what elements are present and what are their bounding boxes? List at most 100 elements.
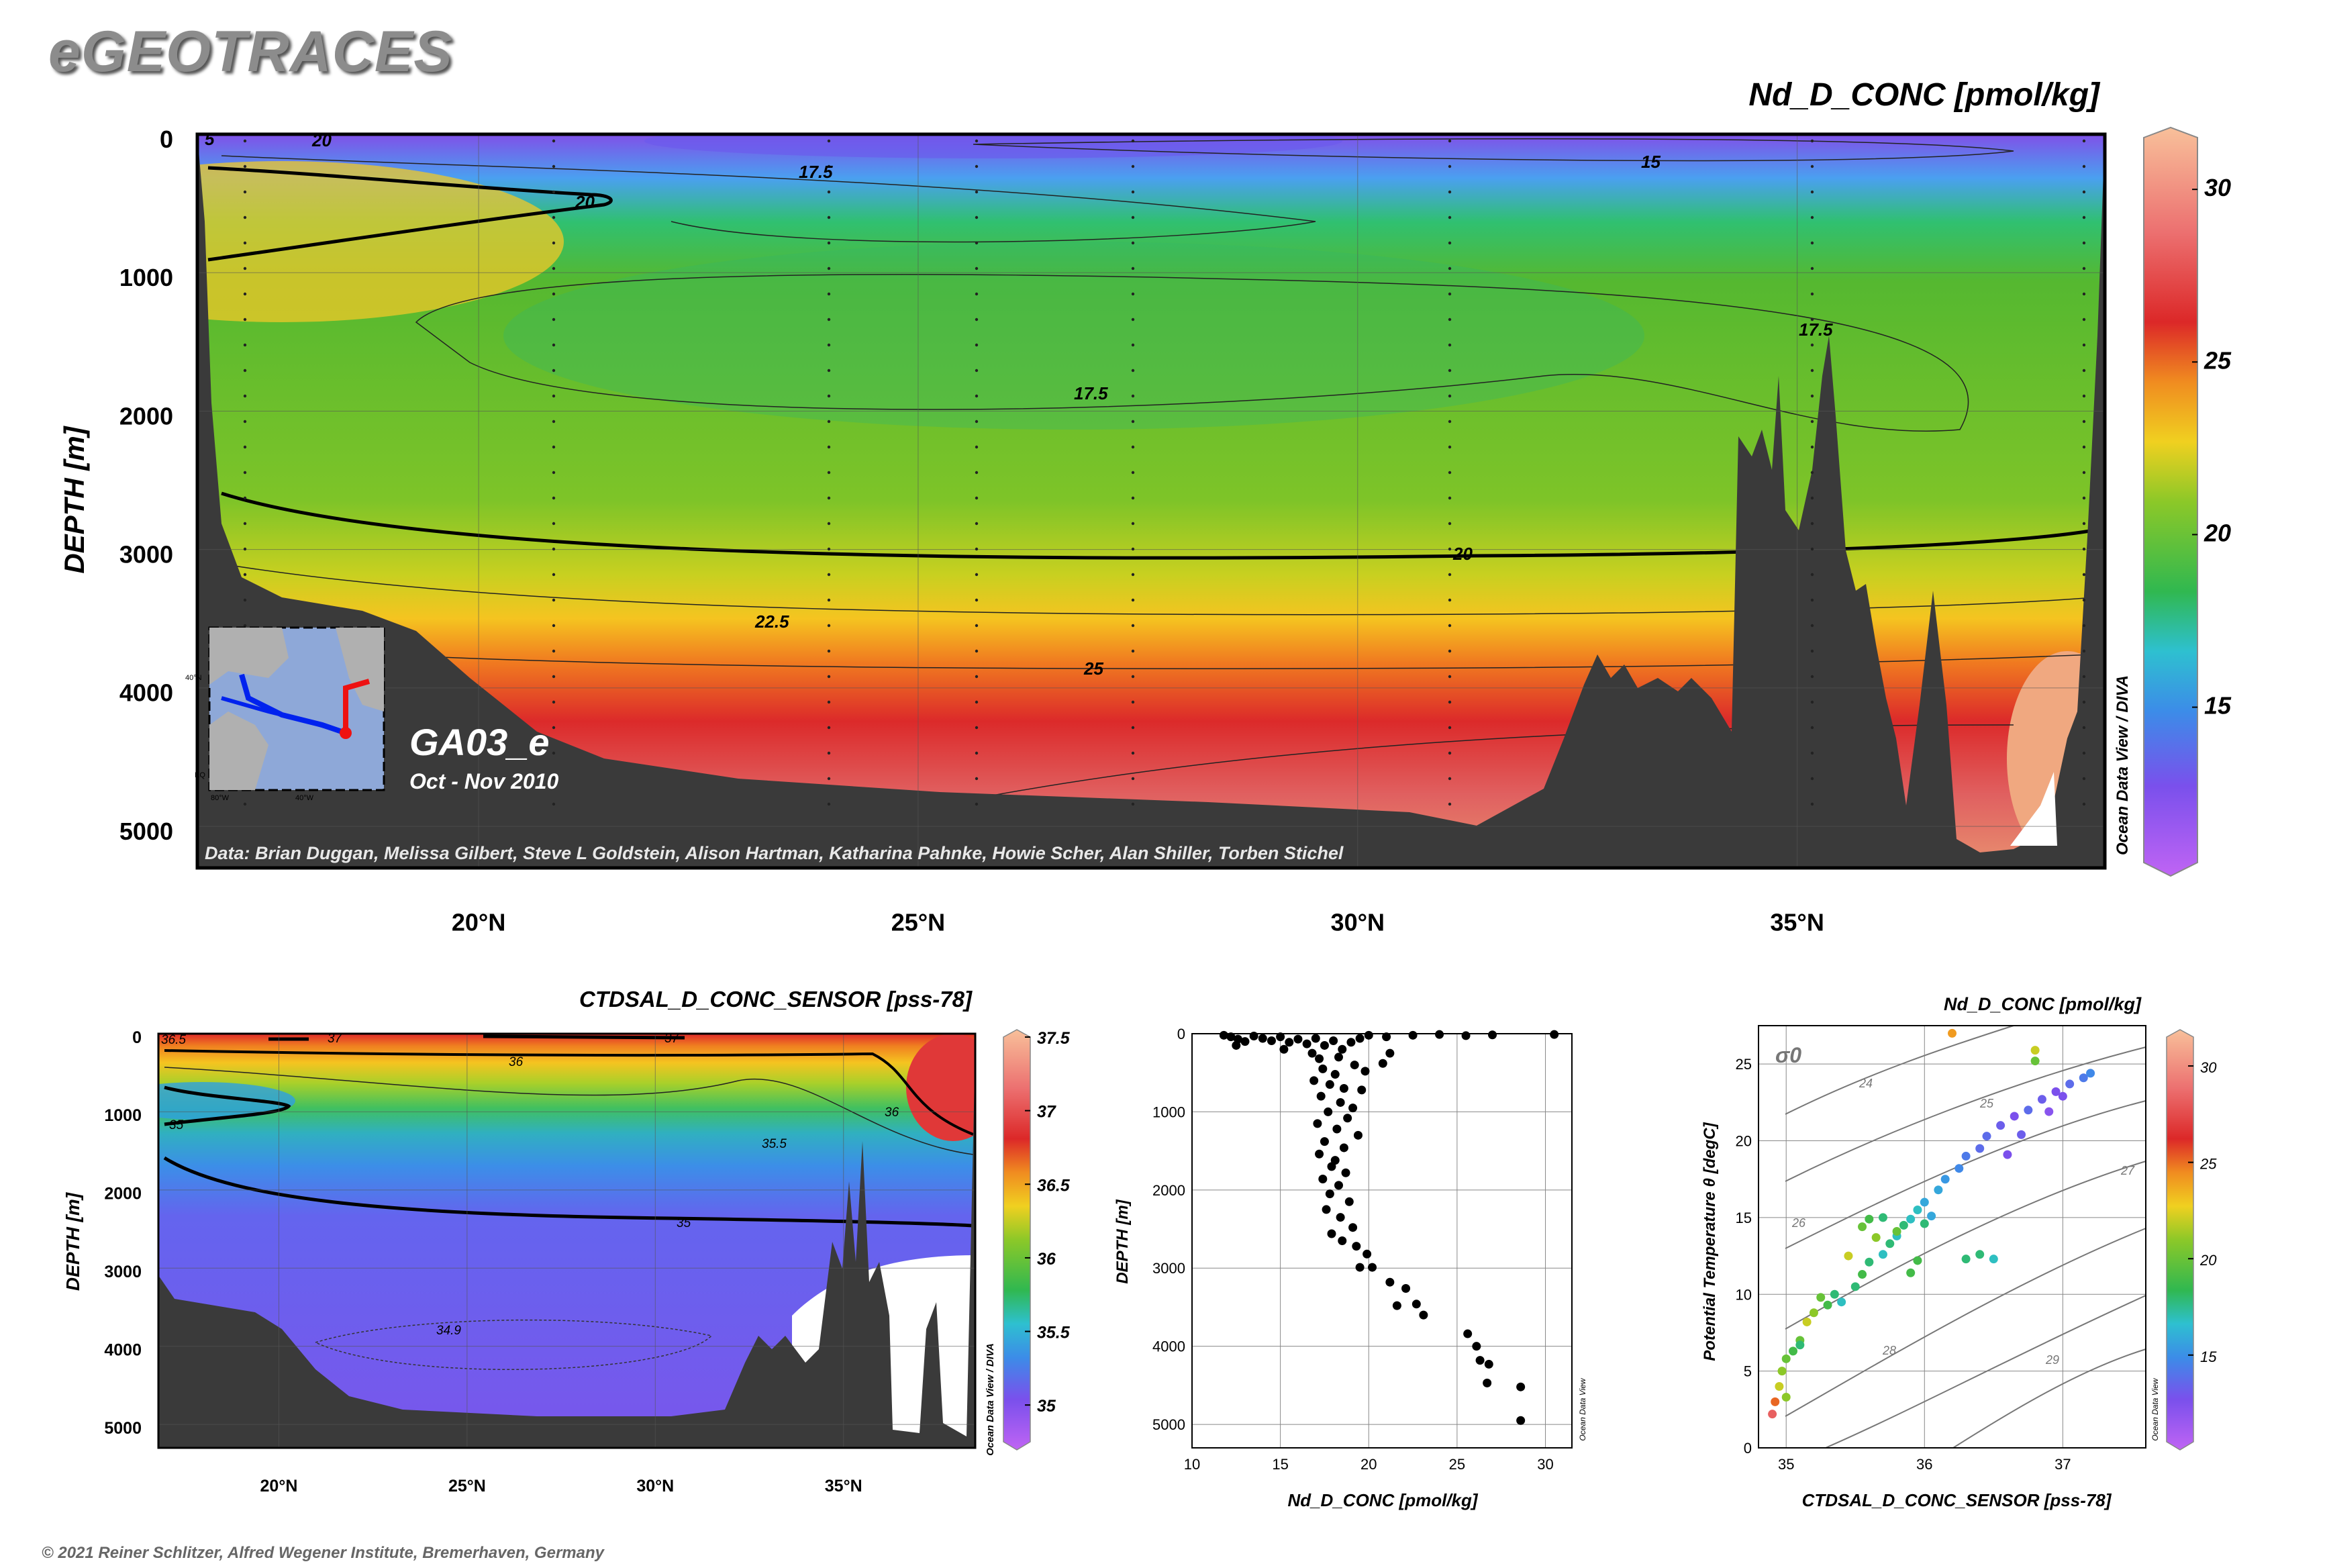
nd-mid-minimum — [503, 242, 1644, 430]
scatter-point — [1309, 1076, 1319, 1085]
ts-point — [1878, 1213, 1887, 1222]
y-tick-label: 2000 — [104, 1185, 142, 1204]
station-sample — [2082, 573, 2086, 577]
station-sample — [1131, 241, 1135, 245]
scatter-point — [1334, 1181, 1344, 1190]
station-sample — [827, 700, 831, 704]
scatter-point — [1484, 1359, 1493, 1369]
inset-land-south-america — [209, 712, 268, 790]
x-axis-label: Nd_D_CONC [pmol/kg] — [1287, 1490, 1478, 1510]
ts-point — [2017, 1130, 2026, 1139]
station-sample — [827, 139, 831, 143]
station-sample — [2082, 445, 2086, 449]
y-tick-label: 5000 — [1152, 1416, 1185, 1433]
station-sample — [1131, 292, 1135, 296]
station-sample — [1810, 496, 1814, 500]
isopycnal-label: 25 — [1979, 1097, 1994, 1110]
colorbar-tick-label: 25 — [2199, 1156, 2217, 1173]
station-sample — [1131, 394, 1135, 398]
x-tick-label: 25°N — [891, 909, 945, 936]
y-tick-label: 10 — [1736, 1286, 1752, 1303]
colorbar-tick-label: 37 — [1037, 1103, 1056, 1122]
colorbar-ticks: 15 20 25 30 — [2192, 174, 2232, 720]
contour-17-5-a — [221, 155, 1316, 243]
station-sample — [552, 802, 556, 806]
ts-points — [1768, 1028, 2095, 1419]
station-sample — [243, 573, 247, 577]
contour-label: 22.5 — [754, 611, 789, 632]
station-sample — [1448, 292, 1452, 296]
station-sample — [552, 496, 556, 500]
station-sample — [1448, 343, 1452, 347]
station-sample — [1810, 751, 1814, 755]
station-sample — [1810, 522, 1814, 526]
inset-station — [340, 727, 352, 739]
scatter-point — [1348, 1223, 1358, 1232]
station-sample — [243, 471, 247, 475]
station-sample — [2082, 215, 2086, 219]
station-sample — [552, 700, 556, 704]
station-sample — [975, 266, 979, 271]
x-tick-label: 20°N — [452, 909, 505, 936]
station-sample — [1448, 266, 1452, 271]
y-tick-label: 3000 — [1152, 1260, 1185, 1277]
scatter-point — [1516, 1416, 1526, 1425]
y-tick-label: 1000 — [104, 1106, 142, 1125]
y-tick-label: 15 — [1736, 1210, 1752, 1226]
scatter-point — [1315, 1054, 1324, 1063]
station-sample — [2082, 624, 2086, 628]
station-sample — [552, 598, 556, 602]
scatter-points — [1219, 1030, 1559, 1425]
colorbar-scale — [2166, 1029, 2194, 1451]
station-sample — [2082, 139, 2086, 143]
station-sample — [1810, 649, 1814, 653]
ts-point — [1777, 1367, 1787, 1376]
y-tick-label: 4000 — [119, 679, 173, 707]
station-sample — [1131, 139, 1135, 143]
station-sample — [975, 343, 979, 347]
station-sample — [2082, 777, 2086, 781]
colorbar-scale — [2143, 126, 2198, 877]
station-sample — [1131, 649, 1135, 653]
contour-20-deep — [221, 491, 2095, 560]
inset-map-label: 80°W — [211, 794, 230, 802]
station-sample — [552, 139, 556, 143]
y-tick-label: 2000 — [119, 402, 173, 430]
contour-label: 36.5 — [161, 1033, 186, 1047]
inset-map-label: 40°N — [185, 674, 202, 682]
station-sample — [1810, 369, 1814, 373]
y-tick-label: 1000 — [1152, 1104, 1185, 1120]
station-sample — [1131, 522, 1135, 526]
ts-point — [1771, 1397, 1780, 1406]
station-sample — [827, 751, 831, 755]
station-sample — [1810, 700, 1814, 704]
station-sample — [2082, 496, 2086, 500]
station-sample — [1131, 598, 1135, 602]
plot-background — [1192, 1034, 1572, 1448]
x-tick-label: 20°N — [260, 1477, 298, 1496]
ts-point — [2003, 1150, 2012, 1159]
station-sample — [1131, 164, 1135, 168]
station-sample — [1131, 471, 1135, 475]
station-sample — [827, 649, 831, 653]
station-sample — [552, 649, 556, 653]
ts-point — [1982, 1132, 1991, 1141]
ts-point — [2044, 1107, 2054, 1116]
station-sample — [552, 675, 556, 679]
scatter-point — [1258, 1034, 1267, 1043]
station-sample — [1810, 394, 1814, 398]
contour-35-5 — [164, 1067, 974, 1155]
scatter-point — [1338, 1236, 1347, 1245]
station-sample — [1448, 190, 1452, 194]
scatter-point — [1267, 1036, 1276, 1045]
station-sample — [1448, 573, 1452, 577]
ts-point — [1906, 1214, 1916, 1224]
y-tick-label: 5000 — [104, 1419, 142, 1438]
scatter-point — [1226, 1032, 1236, 1042]
scatter-point — [1550, 1030, 1559, 1039]
scatter-point — [1344, 1197, 1354, 1206]
station-sample — [975, 394, 979, 398]
scatter-point — [1329, 1036, 1338, 1045]
ts-colorbar: 15 20 25 30 — [2166, 1029, 2217, 1451]
station-sample — [827, 394, 831, 398]
